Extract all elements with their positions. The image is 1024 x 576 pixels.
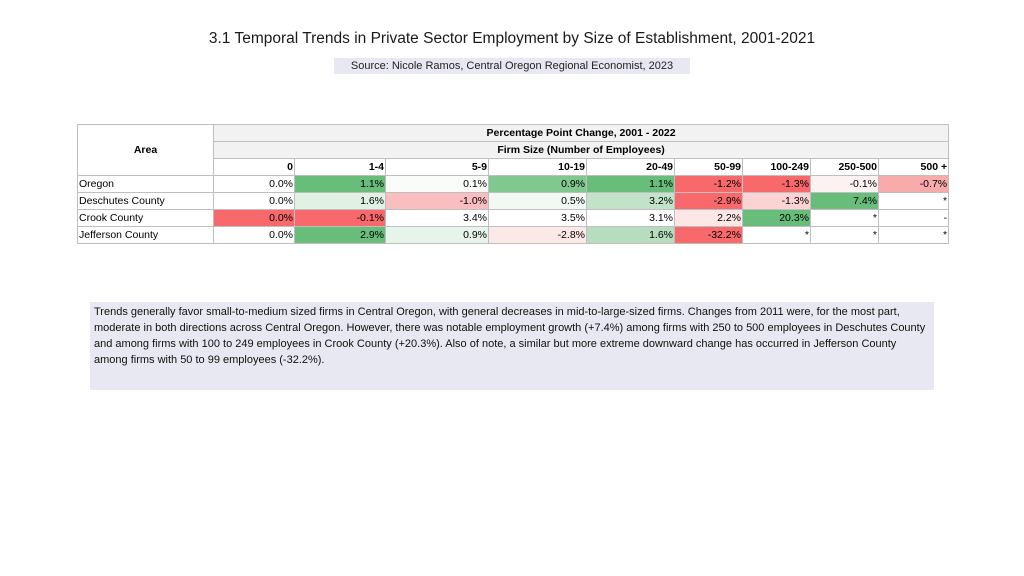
value-cell: * <box>877 226 950 244</box>
value-cell: -0.7% <box>877 175 950 193</box>
firm-size-header-cell: 20-49 <box>586 158 675 176</box>
table-row: Oregon 0.0% 1.1% 0.1% 0.9% 1.1% -1.2% -1.3% -0.1… <box>77 175 950 193</box>
value-cell: 0.9% <box>488 175 587 193</box>
page-title: 3.1 Temporal Trends in Private Sector Em… <box>208 30 816 47</box>
value-cell: 0.0% <box>213 192 295 210</box>
table-body: Area Percentage Point Change, 2001 - 202… <box>77 124 950 244</box>
area-header: Area <box>77 124 214 176</box>
value-cell: 2.9% <box>294 226 386 244</box>
source-caption: Source: Nicole Ramos, Central Oregon Reg… <box>334 58 690 74</box>
value-cell: -1.0% <box>385 192 489 210</box>
firm-size-header-cell: 100-249 <box>742 158 811 176</box>
firm-size-header: Firm Size (Number of Employees) <box>212 141 950 159</box>
firm-size-header-cell: 250-500 <box>810 158 879 176</box>
firm-size-header-cell: 10-19 <box>488 158 587 176</box>
value-cell: -1.2% <box>674 175 743 193</box>
percentage-change-header: Percentage Point Change, 2001 - 2022 <box>212 124 950 142</box>
value-cell: 0.5% <box>488 192 587 210</box>
firm-size-header-cell: 500 + <box>877 158 950 176</box>
value-cell: 1.1% <box>294 175 386 193</box>
value-cell: 20.3% <box>742 209 811 227</box>
value-cell: -1.3% <box>742 192 811 210</box>
value-cell: 3.1% <box>586 209 675 227</box>
value-cell: 2.2% <box>674 209 743 227</box>
table-row: Crook County 0.0% -0.1% 3.4% 3.5% 3.1% 2.2% 20.… <box>77 209 950 227</box>
table-row: Deschutes County 0.0% 1.6% -1.0% 0.5% 3.2% -2.… <box>77 192 950 210</box>
row-area-label: Deschutes County <box>77 192 214 210</box>
value-cell: 1.6% <box>586 226 675 244</box>
value-cell: 1.1% <box>586 175 675 193</box>
value-cell: -0.1% <box>294 209 386 227</box>
value-cell: - <box>877 209 950 227</box>
firm-size-header-cell: 1-4 <box>294 158 386 176</box>
value-cell: 7.4% <box>810 192 879 210</box>
firm-size-header-cell: 50-99 <box>674 158 743 176</box>
value-cell: * <box>810 209 879 227</box>
summary-note: Trends generally favor small-to-medium s… <box>90 302 934 390</box>
value-cell: 0.0% <box>213 175 295 193</box>
value-cell: 0.0% <box>213 226 295 244</box>
row-area-label: Oregon <box>77 175 214 193</box>
value-cell: * <box>877 192 950 210</box>
employment-trend-table: Area Percentage Point Change, 2001 - 202… <box>77 124 950 244</box>
firm-size-header-cell: 0 <box>213 158 295 176</box>
value-cell: 3.2% <box>586 192 675 210</box>
value-cell: 1.6% <box>294 192 386 210</box>
value-cell: -32.2% <box>674 226 743 244</box>
value-cell: -0.1% <box>810 175 879 193</box>
value-cell: -2.9% <box>674 192 743 210</box>
firm-size-header-cell: 5-9 <box>385 158 489 176</box>
value-cell: 0.0% <box>213 209 295 227</box>
row-area-label: Crook County <box>77 209 214 227</box>
value-cell: 0.1% <box>385 175 489 193</box>
value-cell: -2.8% <box>488 226 587 244</box>
header-row-sizes: 0 1-4 5-9 10-19 20-49 50-99 100-249 250-500 500 … <box>78 158 950 176</box>
table-row: Jefferson County 0.0% 2.9% 0.9% -2.8% 1.6% -32… <box>77 226 950 244</box>
value-cell: * <box>810 226 879 244</box>
header-row-group: Area Percentage Point Change, 2001 - 202… <box>77 124 950 176</box>
value-cell: 0.9% <box>385 226 489 244</box>
value-cell: -1.3% <box>742 175 811 193</box>
value-cell: * <box>742 226 811 244</box>
row-area-label: Jefferson County <box>77 226 214 244</box>
header-row-firm: Firm Size (Number of Employees) <box>78 141 950 159</box>
value-cell: 3.5% <box>488 209 587 227</box>
value-cell: 3.4% <box>385 209 489 227</box>
